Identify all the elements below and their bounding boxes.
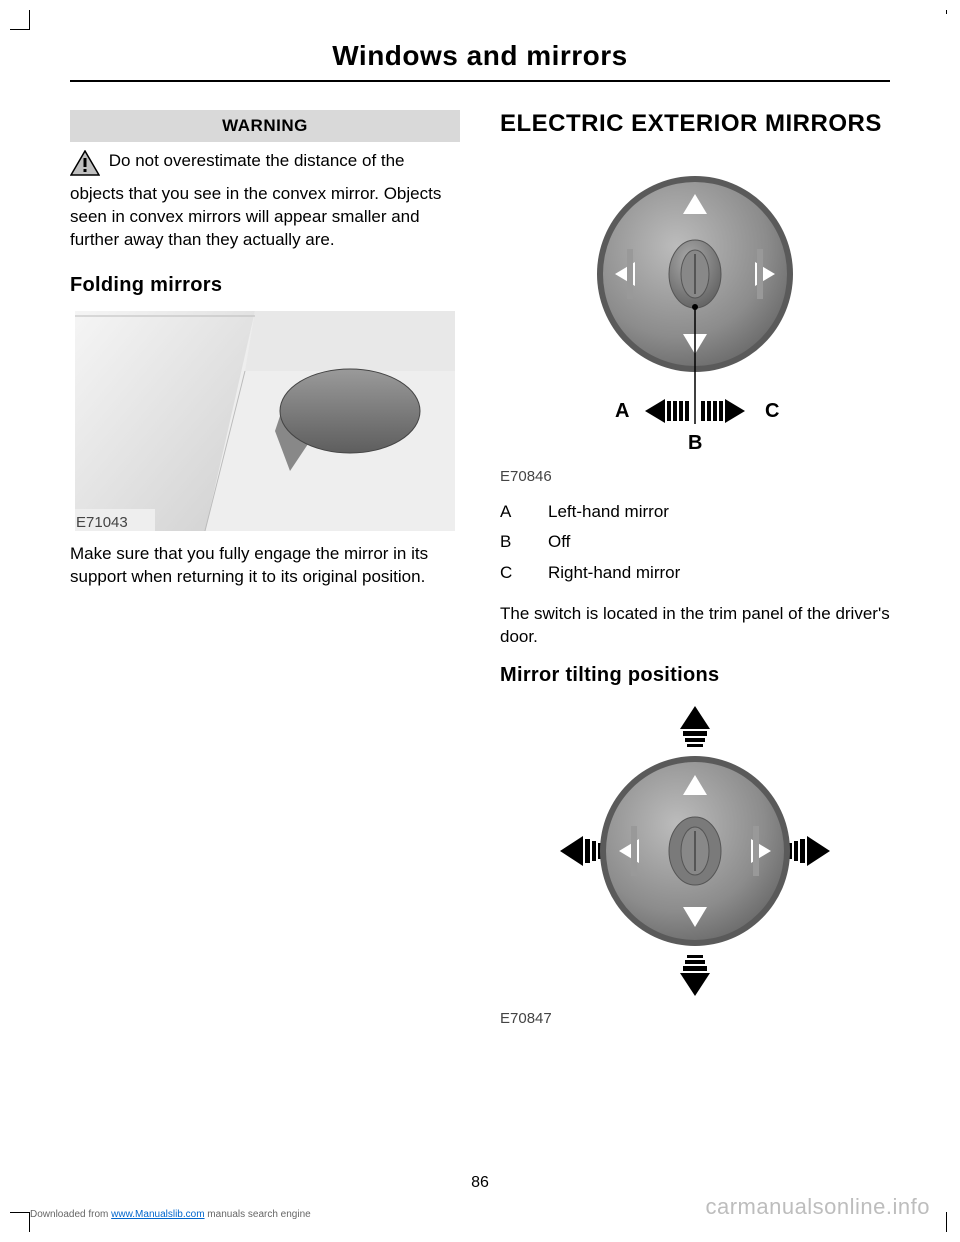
page-title: Windows and mirrors	[70, 40, 890, 72]
tilting-heading: Mirror tilting positions	[500, 664, 890, 687]
legend-label-b: Off	[548, 527, 570, 558]
footer-left: Downloaded from www.Manualslib.com manua…	[30, 1209, 311, 1220]
figure-id-e70847: E70847	[500, 1010, 890, 1027]
title-rule	[70, 80, 890, 82]
two-column-layout: WARNING Do not overestimate the distance…	[70, 110, 890, 1039]
folding-mirrors-heading: Folding mirrors	[70, 274, 460, 297]
footer-suffix: manuals search engine	[205, 1209, 311, 1220]
electric-mirrors-heading: ELECTRIC EXTERIOR MIRRORS	[500, 110, 890, 139]
crop-mark-bl	[10, 1212, 30, 1232]
manualslib-link[interactable]: www.Manualslib.com	[111, 1209, 204, 1220]
legend-row-c: C Right-hand mirror	[500, 558, 890, 589]
legend-key-b: B	[500, 527, 524, 558]
folding-mirror-text: Make sure that you fully engage the mirr…	[70, 543, 460, 589]
switch-location-text: The switch is located in the trim panel …	[500, 603, 890, 649]
crop-mark-tr	[946, 10, 950, 14]
folding-mirror-figure: E71043	[70, 311, 460, 531]
legend-table: A Left-hand mirror B Off C Right-hand mi…	[500, 497, 890, 589]
label-a: A	[615, 400, 629, 422]
right-column: ELECTRIC EXTERIOR MIRRORS	[500, 110, 890, 1039]
label-c: C	[765, 400, 779, 422]
legend-label-c: Right-hand mirror	[548, 558, 680, 589]
crop-mark-tl	[10, 10, 30, 30]
warning-text: Do not overestimate the distance of the …	[70, 151, 441, 249]
warning-body: Do not overestimate the distance of the …	[70, 150, 460, 252]
footer-prefix: Downloaded from	[30, 1209, 111, 1220]
legend-row-a: A Left-hand mirror	[500, 497, 890, 528]
legend-key-a: A	[500, 497, 524, 528]
warning-triangle-icon	[70, 150, 100, 183]
figure-id-e70846: E70846	[500, 468, 890, 485]
legend-row-b: B Off	[500, 527, 890, 558]
label-b: B	[688, 432, 702, 454]
tilting-figure: E70847	[500, 701, 890, 1027]
crop-mark-br	[946, 1212, 950, 1232]
page-number: 86	[0, 1174, 960, 1192]
legend-label-a: Left-hand mirror	[548, 497, 669, 528]
figure-id-e71043: E71043	[70, 514, 460, 531]
legend-key-c: C	[500, 558, 524, 589]
footer-watermark: carmanualsonline.info	[705, 1194, 930, 1220]
warning-header: WARNING	[70, 110, 460, 142]
mirror-control-figure: A C B E70846	[500, 159, 890, 485]
left-column: WARNING Do not overestimate the distance…	[70, 110, 460, 1039]
